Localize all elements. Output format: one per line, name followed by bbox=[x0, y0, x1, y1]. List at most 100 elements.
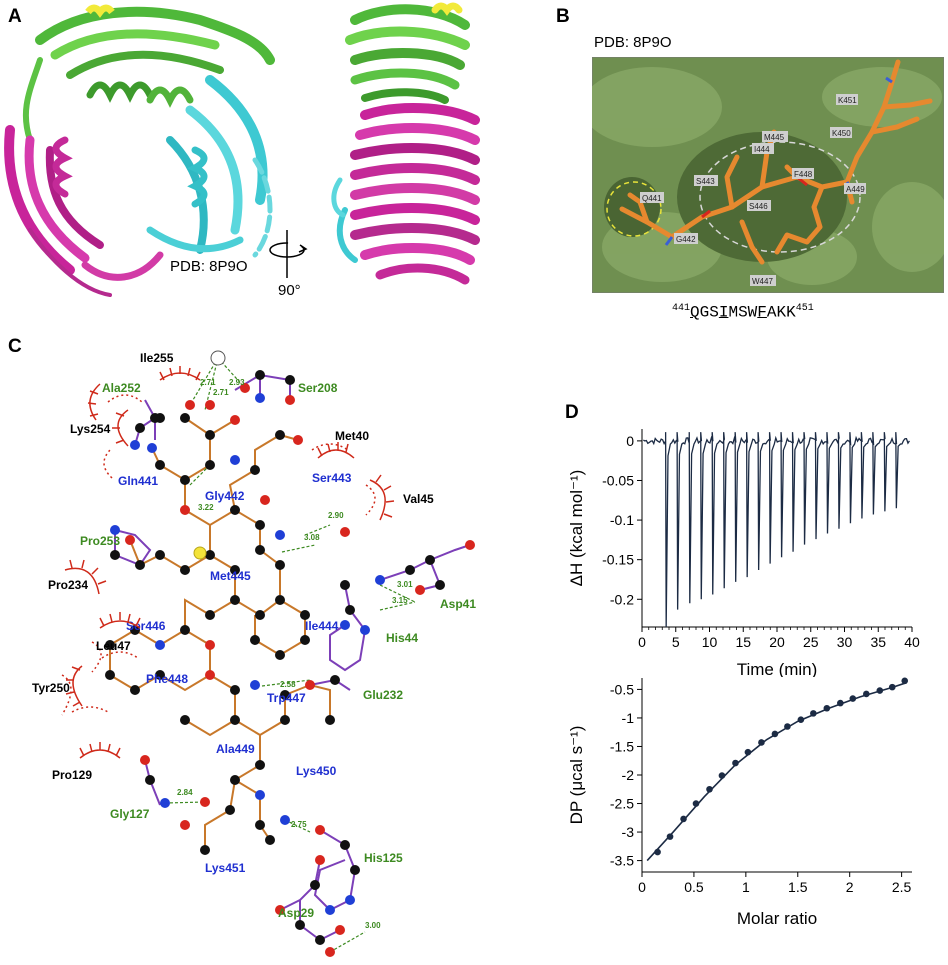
panel-b-pdb-label: PDB: 8P9O bbox=[594, 34, 672, 51]
y-tick-label: -0.15 bbox=[602, 552, 634, 568]
x-tick-label: 2 bbox=[846, 879, 854, 895]
data-point bbox=[784, 723, 791, 730]
residue-label-f448: F448 bbox=[794, 170, 813, 179]
data-point bbox=[901, 677, 909, 685]
x-tick-label: 40 bbox=[904, 634, 920, 650]
label-gly127: Gly127 bbox=[110, 807, 150, 821]
distance-label-2: 2.93 bbox=[229, 378, 245, 387]
label-trp447: Trp447 bbox=[267, 691, 306, 705]
distance-label-12: 3.00 bbox=[365, 921, 381, 930]
contact-icon-pro129 bbox=[79, 742, 121, 759]
label-gly442: Gly442 bbox=[205, 489, 245, 503]
y-tick-label: -0.1 bbox=[610, 512, 634, 528]
x-tick-label: 2.5 bbox=[892, 879, 912, 895]
distance-label-11: 2.75 bbox=[291, 820, 307, 829]
x-tick-label: 25 bbox=[803, 634, 819, 650]
y-tick-label: -0.2 bbox=[610, 591, 634, 607]
x-tick-label: 0 bbox=[638, 879, 646, 895]
x-axis-title: Molar ratio bbox=[737, 909, 817, 928]
sequence-residue: A bbox=[766, 303, 777, 322]
data-point bbox=[810, 710, 817, 717]
label-lys451: Lys451 bbox=[205, 861, 246, 875]
panel-a-letter: A bbox=[8, 6, 22, 27]
data-point bbox=[876, 687, 884, 694]
label-glu232: Glu232 bbox=[363, 688, 403, 702]
label-asp41: Asp41 bbox=[440, 597, 476, 611]
contact-icon-val45 bbox=[369, 474, 395, 521]
y-axis-title: DP (μcal s⁻¹) bbox=[567, 726, 586, 825]
sequence-end: 451 bbox=[795, 303, 814, 314]
x-tick-label: 5 bbox=[672, 634, 680, 650]
data-point bbox=[849, 695, 857, 702]
sequence-residue: W bbox=[747, 303, 758, 322]
x-tick-label: 1.5 bbox=[788, 879, 808, 895]
rotation-arrow-icon bbox=[269, 230, 308, 278]
contact-icon-lys254 bbox=[112, 409, 129, 447]
panel-c-letter: C bbox=[8, 336, 22, 357]
ligplot-interaction-diagram: Gln441 Gly442 Ser443 Met445 Ser446 Ile44… bbox=[32, 350, 476, 957]
x-tick-label: 0 bbox=[638, 634, 646, 650]
sequence-residue: K bbox=[776, 303, 787, 322]
data-point bbox=[654, 848, 661, 856]
peptide-sequence: 441QGSIMSWFAKK451 bbox=[672, 303, 814, 321]
protein-structure-top-view bbox=[4, 4, 275, 297]
label-ser443: Ser443 bbox=[312, 471, 352, 485]
label-ile444: Ile444 bbox=[305, 619, 339, 633]
data-point bbox=[666, 833, 674, 840]
protein-structure-side-view bbox=[331, 2, 480, 285]
sequence-residue: F bbox=[757, 303, 767, 322]
residue-label-m445: M445 bbox=[764, 133, 785, 142]
yellow-helix bbox=[85, 4, 115, 18]
residue-label-s446: S446 bbox=[749, 202, 768, 211]
data-point bbox=[823, 704, 831, 712]
y-tick-label: -0.5 bbox=[610, 681, 634, 697]
panel-d-letter: D bbox=[565, 402, 579, 423]
contact-icon-tyr250 bbox=[65, 665, 83, 707]
sequence-start: 441 bbox=[672, 303, 691, 314]
label-ser208: Ser208 bbox=[298, 381, 338, 395]
distance-label-1: 2.71 bbox=[200, 378, 216, 387]
cyan-subunit bbox=[146, 75, 273, 258]
label-his125: His125 bbox=[364, 851, 403, 865]
sequence-residues: QGSIMSWFAKK bbox=[690, 303, 796, 321]
residue-label-g442: G442 bbox=[676, 235, 696, 244]
sequence-residue: S bbox=[709, 303, 719, 322]
data-point bbox=[692, 800, 700, 807]
label-ala449: Ala449 bbox=[216, 742, 255, 756]
atoms bbox=[105, 350, 475, 957]
data-point bbox=[863, 690, 870, 698]
data-point bbox=[706, 785, 713, 793]
distance-label-5: 2.90 bbox=[328, 511, 344, 520]
data-point bbox=[732, 759, 739, 767]
distance-label-6: 3.08 bbox=[304, 533, 320, 542]
label-tyr250: Tyr250 bbox=[32, 681, 70, 695]
residue-label-k450: K450 bbox=[832, 129, 851, 138]
data-point bbox=[758, 739, 765, 746]
label-his44: His44 bbox=[386, 631, 418, 645]
data-point bbox=[680, 815, 687, 823]
data-point bbox=[888, 683, 896, 691]
x-tick-label: 1 bbox=[742, 879, 750, 895]
label-ile255: Ile255 bbox=[140, 351, 174, 365]
label-met445: Met445 bbox=[210, 569, 251, 583]
x-tick-label: 30 bbox=[837, 634, 853, 650]
label-lys254: Lys254 bbox=[70, 422, 111, 436]
itc-binding-isotherm-chart: -0.5 -1 -1.5 -2 -2.5 -3 -3.50 0.5 1 1.5 2 2.5 Molar … bbox=[567, 677, 912, 928]
distance-label-7: 3.01 bbox=[397, 580, 413, 589]
x-axis-title: Time (min) bbox=[737, 660, 818, 677]
sequence-residue: I bbox=[718, 303, 729, 322]
x-tick-label: 20 bbox=[769, 634, 785, 650]
sequence-residue: S bbox=[738, 303, 748, 322]
data-point bbox=[718, 772, 726, 779]
x-tick-label: 10 bbox=[702, 634, 718, 650]
label-pro234: Pro234 bbox=[48, 578, 88, 592]
y-tick-label: 0 bbox=[626, 433, 634, 449]
magenta-subunit bbox=[4, 125, 164, 297]
panel-b-letter: B bbox=[556, 6, 570, 27]
data-point bbox=[744, 748, 752, 756]
residue-label-q441: Q441 bbox=[642, 194, 662, 203]
residue-label-s443: S443 bbox=[696, 177, 715, 186]
data-point bbox=[771, 730, 779, 738]
label-lys450: Lys450 bbox=[296, 764, 337, 778]
label-leu47: Leu47 bbox=[96, 639, 131, 653]
